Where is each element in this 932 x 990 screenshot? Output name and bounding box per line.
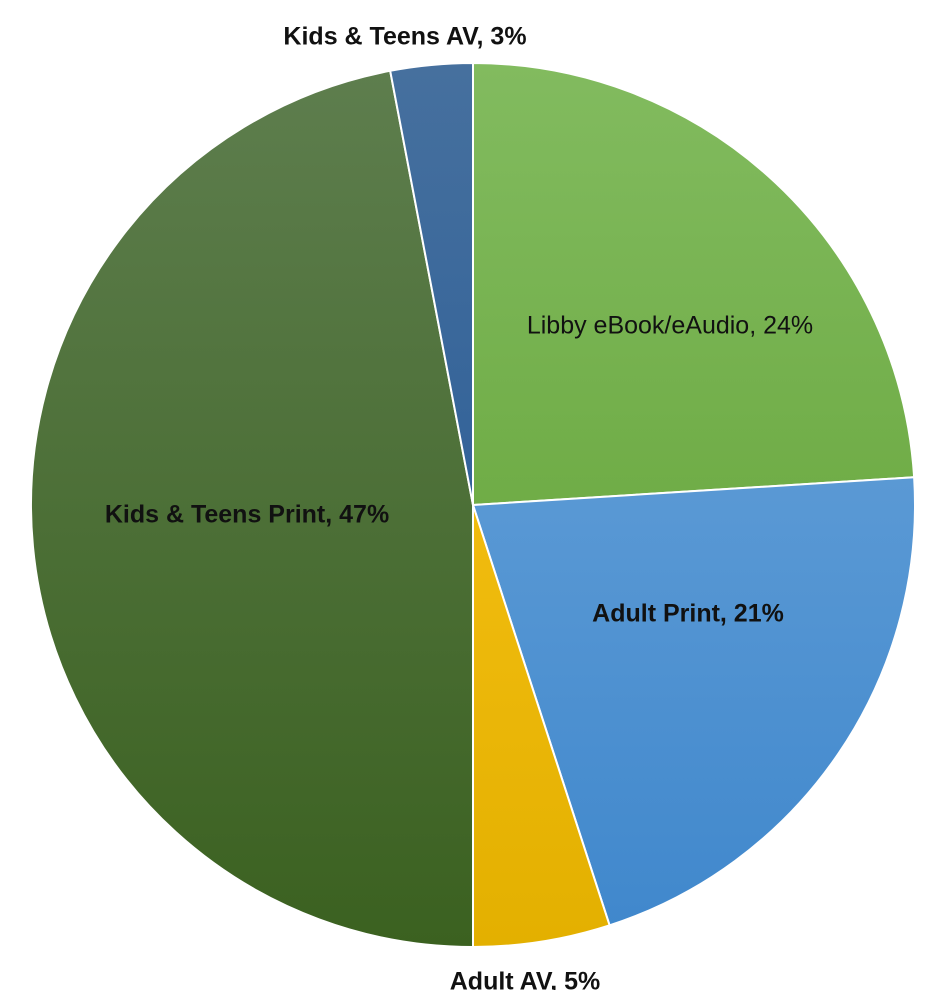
- labels-layer: Libby eBook/eAudio, 24% Adult Print, 21% A…: [105, 23, 813, 990]
- pie-slice-adult-print: [471, 476, 916, 927]
- pie-slice-libby-ebook-eaudio: [472, 61, 916, 507]
- pie-slice-kids-and-teens-av: [389, 61, 474, 506]
- data-label-libby-ebook-eaudio: Libby eBook/eAudio, 24%: [527, 312, 813, 340]
- data-label-adult-print: Adult Print, 21%: [592, 600, 784, 628]
- data-label-kids-and-teens-av: Kids & Teens AV, 3%: [283, 23, 526, 51]
- data-label-adult-av: Adult AV, 5%: [450, 968, 601, 990]
- slices-layer: [30, 61, 916, 949]
- pie-slice-kids-and-teens-print: [30, 69, 474, 949]
- data-label-kids-and-teens-print: Kids & Teens Print, 47%: [105, 501, 389, 529]
